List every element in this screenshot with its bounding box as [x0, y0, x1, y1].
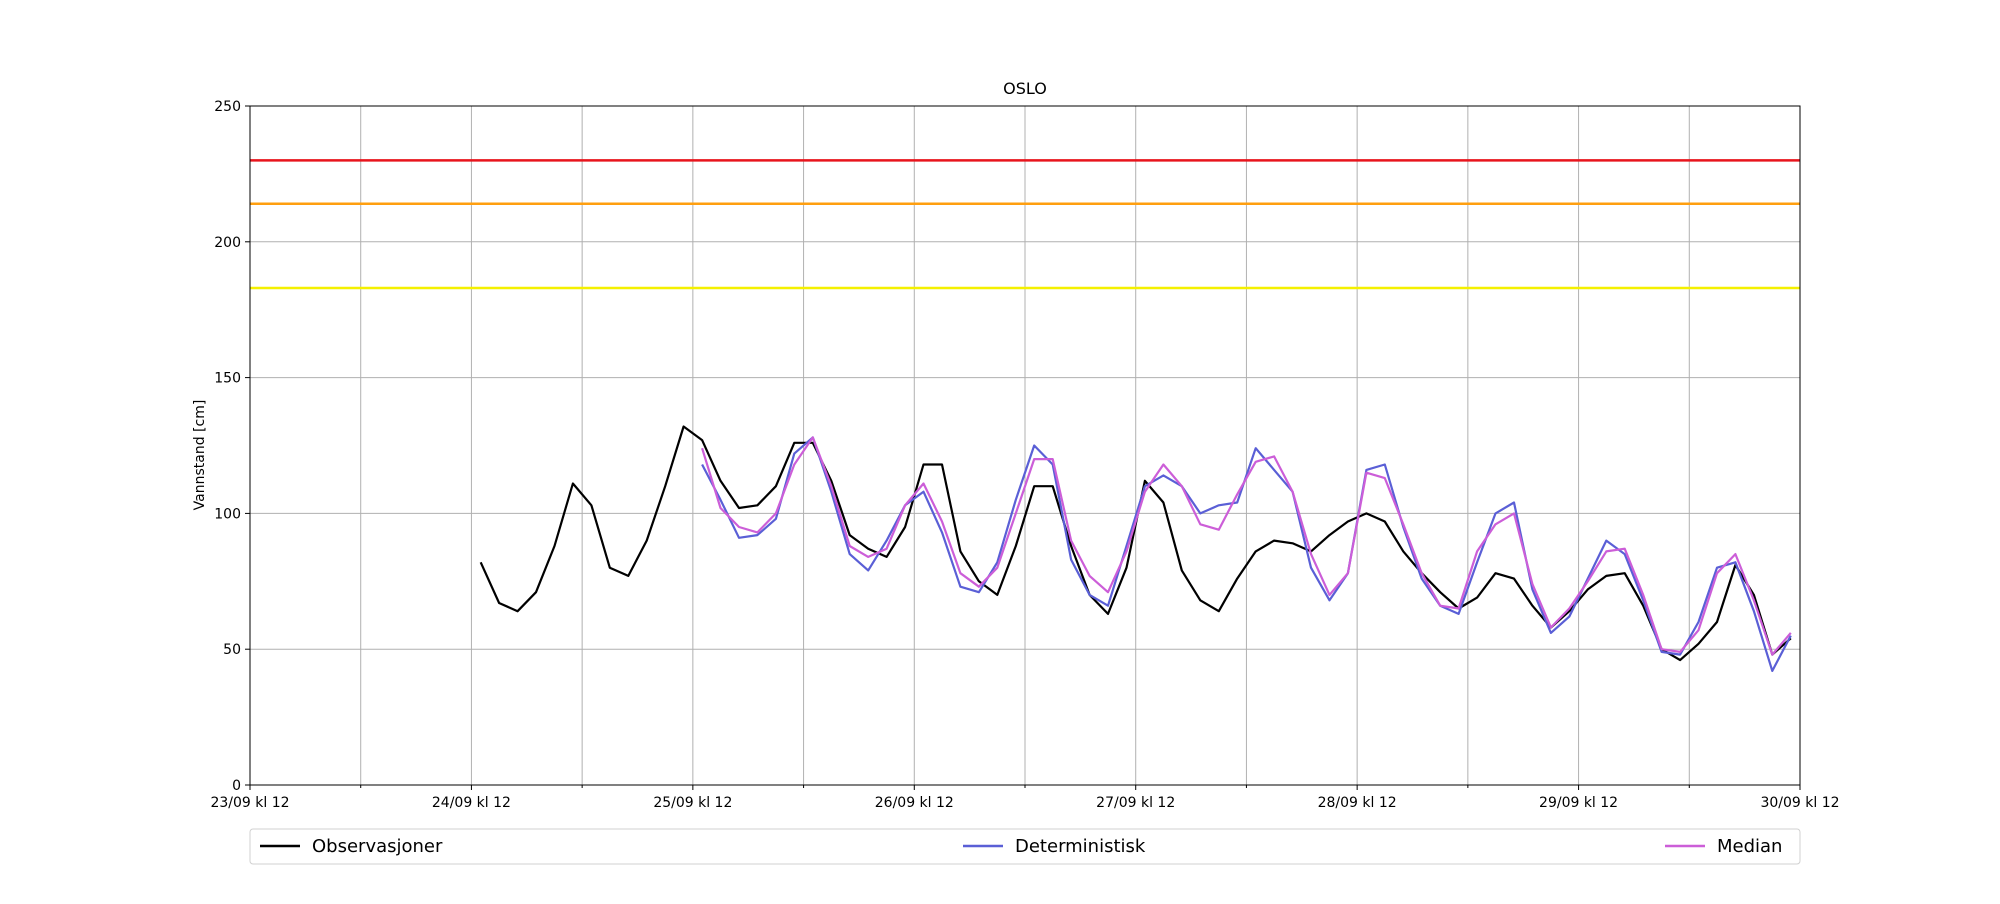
y-tick-label: 100: [214, 506, 241, 522]
x-tick-label: 30/09 kl 12: [1760, 795, 1839, 811]
y-tick-label: 250: [214, 99, 241, 115]
y-axis-label: Vannstand [cm]: [192, 400, 208, 511]
x-tick-label: 27/09 kl 12: [1096, 795, 1175, 811]
legend-label: Observasjoner: [312, 836, 443, 857]
y-tick-label: 200: [214, 235, 241, 251]
y-tick-label: 150: [214, 371, 241, 387]
x-tick-label: 23/09 kl 12: [210, 795, 289, 811]
y-tick-label: 0: [232, 778, 241, 794]
series-line: [701, 436, 1792, 672]
chart-title: OSLO: [1003, 79, 1047, 98]
x-tick-label: 26/09 kl 12: [875, 795, 954, 811]
series-line: [701, 436, 1792, 656]
plot-frame: [249, 105, 1801, 786]
legend-label: Median: [1717, 836, 1782, 857]
x-tick-label: 28/09 kl 12: [1318, 795, 1397, 811]
legend-label: Deterministisk: [1015, 836, 1146, 857]
x-tick-label: 29/09 kl 12: [1539, 795, 1618, 811]
legend-box: [249, 828, 1801, 865]
x-tick-label: 25/09 kl 12: [653, 795, 732, 811]
y-tick-label: 50: [223, 642, 241, 658]
x-tick-label: 24/09 kl 12: [432, 795, 511, 811]
